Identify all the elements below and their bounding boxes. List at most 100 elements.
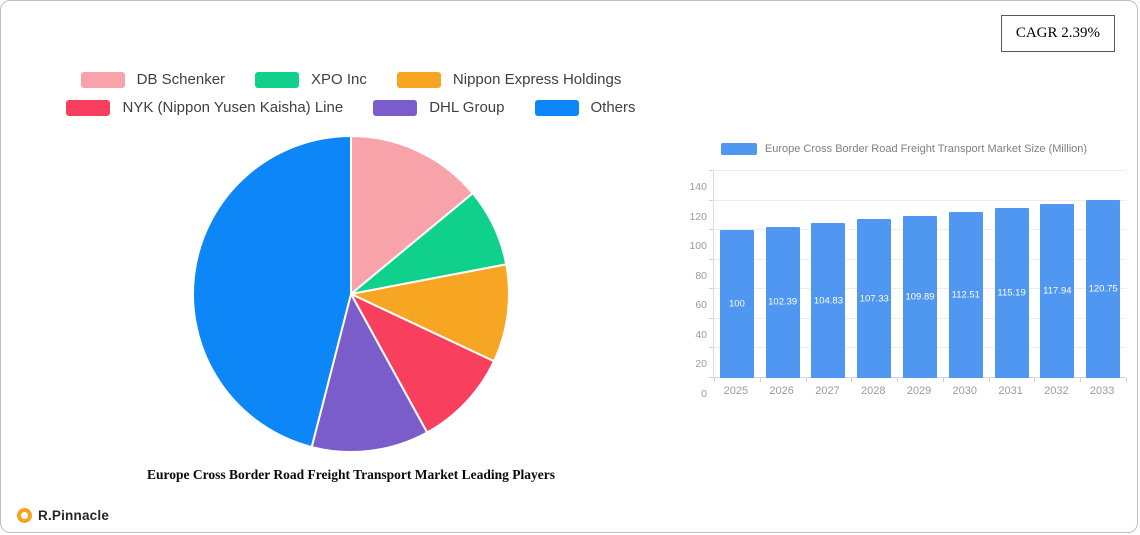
- bar-value-label: 112.51: [951, 289, 980, 301]
- bar-chart-legend-item[interactable]: Europe Cross Border Road Freight Transpo…: [681, 143, 1127, 155]
- gridline: [714, 170, 1126, 171]
- bar-legend-label: Europe Cross Border Road Freight Transpo…: [764, 143, 1088, 155]
- bar-plot: 100 102.39 104.83 107.33 109.89 112.51 115.19 1…: [709, 170, 1127, 382]
- x-tick-label: 2032: [1044, 385, 1069, 397]
- x-tick-mark: [714, 378, 715, 382]
- pie-chart-section: DB Schenker XPO Inc Nippon Express Holding…: [41, 71, 661, 483]
- bar-slot: 109.89: [897, 171, 943, 378]
- pie-chart-title: Europe Cross Border Road Freight Transpo…: [147, 467, 555, 482]
- pie-legend-item[interactable]: NYK (Nippon Yusen Kaisha) Line: [66, 99, 343, 116]
- x-tick-label: 2027: [815, 385, 840, 397]
- x-tick-mark: [759, 378, 761, 382]
- bar-value-label: 107.33: [859, 293, 889, 305]
- bars-container: 100 102.39 104.83 107.33 109.89 112.51 115.19 1…: [714, 171, 1126, 378]
- pie-legend-row: DB Schenker XPO Inc Nippon Express Holding…: [80, 71, 622, 88]
- y-tick-label: 20: [695, 358, 707, 371]
- cagr-badge: CAGR 2.39%: [1000, 15, 1115, 52]
- legend-label: XPO Inc: [311, 71, 367, 88]
- y-tick-label: 140: [689, 181, 707, 193]
- x-tick-mark: [988, 378, 990, 382]
- legend-swatch: [373, 99, 418, 116]
- logo-text: R.Pinnacle: [38, 508, 110, 523]
- y-tick-label: 0: [701, 388, 707, 400]
- pie-legend-item[interactable]: Nippon Express Holdings: [396, 71, 622, 88]
- pie-slice[interactable]: [350, 263, 510, 363]
- x-axis-labels: 2025 2026 2027 2028 2029 2030 2031 2032 2033: [713, 385, 1125, 397]
- legend-swatch: [534, 99, 579, 116]
- bar[interactable]: 117.94: [1040, 203, 1075, 378]
- y-tick-mark: [709, 229, 713, 231]
- pie-slice[interactable]: [310, 293, 429, 454]
- pie-legend-item[interactable]: Others: [534, 99, 636, 116]
- x-tick-label: 2028: [860, 385, 886, 397]
- x-tick-label: 2031: [998, 385, 1023, 397]
- cagr-badge-label: CAGR 2.39%: [1015, 25, 1100, 41]
- y-tick-mark: [709, 258, 713, 260]
- legend-swatch: [80, 71, 125, 88]
- bar-slot: 117.94: [1034, 171, 1080, 378]
- x-tick-label: 2026: [769, 385, 794, 397]
- gridline: [714, 199, 1126, 201]
- bar-chart-section: Europe Cross Border Road Freight Transpo…: [681, 143, 1127, 400]
- x-tick-label: 2033: [1089, 385, 1115, 397]
- bar-value-label: 120.75: [1088, 283, 1118, 295]
- x-tick-mark: [1080, 378, 1082, 382]
- bar[interactable]: 109.89: [903, 215, 938, 378]
- bar-slot: 104.83: [806, 171, 852, 378]
- x-tick-mark: [851, 378, 853, 382]
- y-tick-mark: [709, 347, 713, 349]
- x-tick-label: 2030: [952, 385, 978, 397]
- y-tick-label: 60: [695, 299, 707, 312]
- bar-value-label: 115.19: [997, 287, 1026, 299]
- pie-chart: [191, 135, 510, 454]
- bar-legend-swatch: [720, 143, 757, 155]
- x-tick-mark: [1034, 378, 1036, 382]
- legend-label: DHL Group: [429, 99, 505, 116]
- bar[interactable]: 102.39: [765, 226, 800, 378]
- pie-slice[interactable]: [350, 293, 495, 434]
- pie-legend-row: NYK (Nippon Yusen Kaisha) Line DHL Group O…: [66, 99, 636, 116]
- x-tick-label: 2025: [723, 385, 749, 397]
- bar-value-label: 100: [728, 298, 745, 310]
- bar[interactable]: 104.83: [811, 223, 846, 378]
- bar-slot: 102.39: [760, 171, 806, 378]
- bar[interactable]: 100: [719, 230, 754, 378]
- bar[interactable]: 115.19: [994, 207, 1029, 378]
- bar[interactable]: 112.51: [948, 211, 983, 378]
- legend-swatch: [396, 71, 441, 88]
- bar-value-label: 104.83: [813, 295, 843, 306]
- pie-legend: DB Schenker XPO Inc Nippon Express Holding…: [41, 71, 661, 116]
- bar-slot: 112.51: [943, 171, 989, 378]
- bar-slot: 120.75: [1080, 171, 1126, 378]
- logo: R.Pinnacle: [17, 508, 109, 523]
- logo-ring-icon: [17, 508, 32, 523]
- y-tick-mark: [709, 288, 713, 290]
- y-tick-mark: [709, 199, 713, 201]
- legend-label: DB Schenker: [136, 71, 226, 88]
- legend-swatch: [66, 99, 111, 116]
- x-tick-mark: [805, 378, 807, 382]
- bar[interactable]: 120.75: [1086, 199, 1121, 378]
- legend-label: NYK (Nippon Yusen Kaisha) Line: [122, 99, 344, 116]
- legend-swatch: [255, 71, 300, 88]
- x-tick-mark: [942, 378, 944, 382]
- y-tick-mark: [709, 377, 713, 378]
- x-tick-mark: [897, 378, 899, 382]
- bar[interactable]: 107.33: [857, 219, 892, 378]
- x-tick-label: 2029: [906, 385, 932, 397]
- pie-slice[interactable]: [191, 135, 352, 449]
- y-tick-label: 40: [695, 328, 707, 341]
- pie-legend-item[interactable]: DHL Group: [373, 99, 505, 116]
- pie-legend-item[interactable]: XPO Inc: [255, 71, 367, 88]
- pie-legend-item[interactable]: DB Schenker: [80, 71, 226, 88]
- y-tick-label: 80: [695, 269, 707, 282]
- legend-label: Others: [590, 99, 636, 116]
- y-tick-label: 100: [689, 240, 707, 253]
- bar-value-label: 102.39: [768, 296, 798, 308]
- y-tick-mark: [709, 170, 713, 171]
- legend-label: Nippon Express Holdings: [452, 71, 622, 88]
- y-tick-label: 120: [689, 210, 707, 223]
- bar-plot-wrapper: 100 102.39 104.83 107.33 109.89 112.51 115.19 1…: [681, 170, 1127, 400]
- pie-slice[interactable]: [350, 135, 474, 295]
